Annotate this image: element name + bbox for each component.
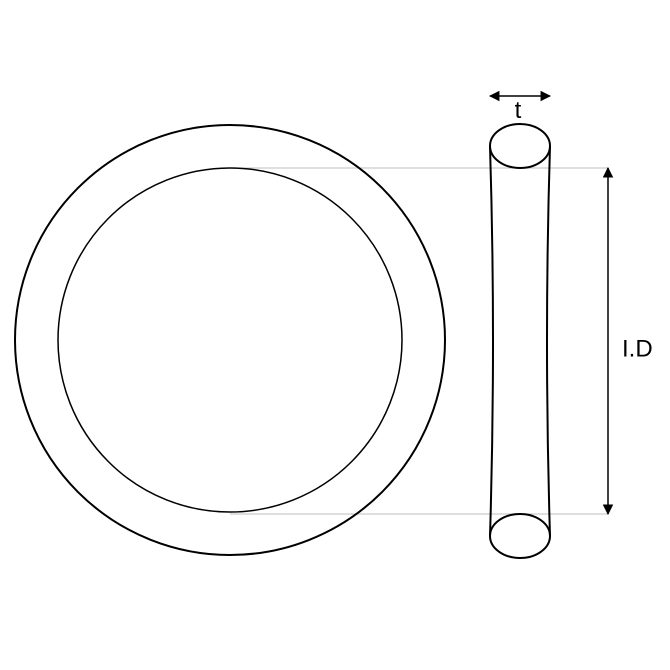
thickness-label: t <box>515 97 522 124</box>
projection-guides <box>230 168 608 514</box>
inner-diameter-label: I.D <box>622 335 653 362</box>
o-ring-side-view <box>490 124 550 558</box>
o-ring-diagram: t I.D <box>0 0 670 670</box>
o-ring-front-view <box>15 125 445 555</box>
